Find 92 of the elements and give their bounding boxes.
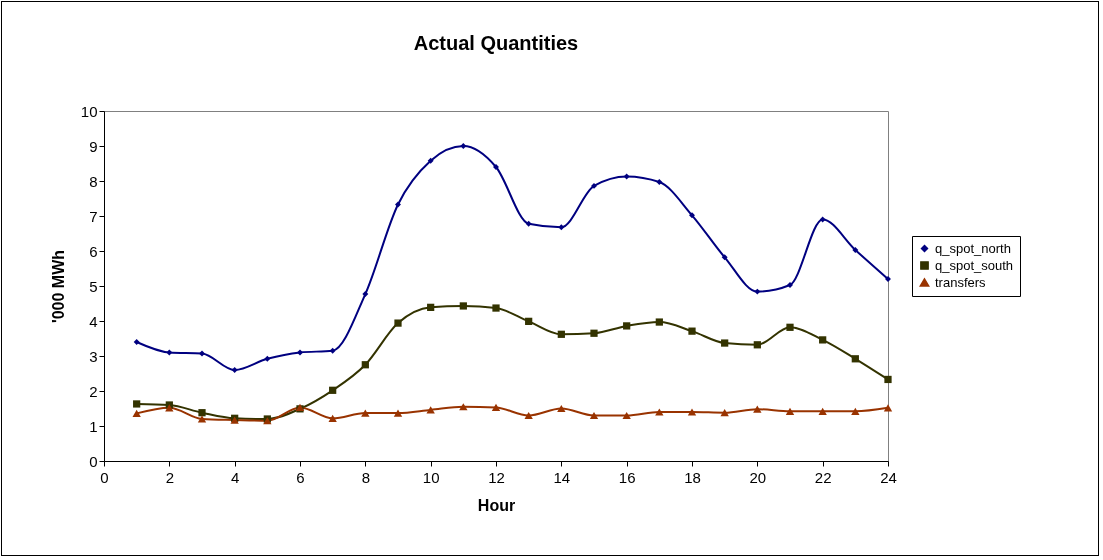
point — [689, 212, 695, 219]
point — [557, 330, 565, 338]
x-tick-label: 18 — [684, 468, 701, 486]
point — [883, 404, 893, 412]
point — [884, 375, 892, 384]
point — [819, 216, 826, 223]
x-tick-label: 24 — [880, 468, 897, 486]
point — [754, 288, 761, 295]
point — [753, 341, 761, 349]
point — [362, 291, 369, 298]
point — [557, 404, 566, 413]
point — [525, 220, 532, 227]
point — [688, 327, 696, 335]
point — [786, 323, 794, 331]
y-tick-label: 9 — [89, 137, 98, 155]
point — [852, 246, 859, 253]
point — [721, 254, 728, 261]
point — [590, 329, 598, 337]
x-tick-label: 6 — [296, 468, 305, 486]
point — [491, 403, 501, 412]
point — [753, 405, 762, 413]
point — [589, 411, 599, 420]
point — [818, 407, 827, 415]
point — [297, 349, 303, 356]
y-tick-label: 3 — [89, 347, 98, 365]
y-tick-label: 4 — [89, 312, 98, 330]
legend-label: transfers — [935, 274, 987, 290]
point — [655, 408, 664, 416]
point — [329, 386, 337, 394]
y-tick-label: 2 — [89, 382, 98, 400]
point — [427, 157, 434, 164]
chart-title: Actual Quantities — [413, 32, 579, 54]
point — [656, 179, 663, 186]
point — [787, 281, 793, 288]
point — [328, 414, 337, 422]
y-axis-title: '000 MWh — [49, 249, 67, 324]
y-tick-label: 1 — [89, 417, 98, 435]
point — [198, 409, 206, 417]
point — [166, 349, 173, 356]
x-tick-label: 8 — [361, 468, 371, 486]
legend-label: q_spot_south — [935, 257, 1014, 273]
point — [395, 201, 401, 208]
point — [525, 317, 533, 325]
point — [851, 355, 859, 363]
point — [361, 409, 370, 417]
point — [558, 224, 565, 231]
point — [459, 403, 468, 411]
x-tick-label: 22 — [814, 468, 832, 486]
point — [231, 367, 238, 373]
point — [591, 182, 597, 189]
y-tick-label: 5 — [89, 277, 98, 295]
x-tick-label: 12 — [488, 468, 505, 486]
x-axis-title: Hour — [477, 496, 516, 514]
x-tick-label: 2 — [165, 468, 175, 486]
point — [720, 409, 729, 417]
point — [655, 318, 663, 326]
point — [197, 415, 207, 423]
x-tick-label: 14 — [553, 468, 571, 486]
point — [623, 173, 630, 180]
point — [329, 347, 336, 354]
x-tick-label: 10 — [422, 468, 440, 486]
y-tick-label: 6 — [89, 242, 98, 260]
point — [721, 339, 729, 347]
point — [492, 304, 500, 312]
point — [459, 302, 467, 310]
point — [851, 407, 860, 415]
point — [687, 408, 697, 416]
point — [819, 336, 827, 344]
y-tick-label: 10 — [80, 102, 98, 120]
point — [133, 400, 141, 408]
point — [394, 319, 402, 327]
point — [460, 143, 467, 149]
x-tick-label: 20 — [749, 468, 767, 486]
x-tick-label: 4 — [230, 468, 240, 486]
point — [264, 355, 271, 362]
y-tick-label: 8 — [89, 172, 98, 190]
point — [622, 411, 631, 420]
point — [132, 409, 141, 418]
point — [426, 406, 435, 414]
point — [133, 339, 140, 345]
y-tick-label: 0 — [89, 452, 98, 470]
point — [623, 322, 631, 330]
point — [524, 411, 533, 420]
point — [785, 407, 795, 415]
x-tick-label: 16 — [618, 468, 636, 486]
legend-label: q_spot_north — [935, 240, 1011, 256]
y-tick-label: 7 — [89, 207, 98, 225]
point — [199, 350, 205, 357]
point — [427, 303, 435, 311]
point — [393, 409, 403, 417]
point — [361, 361, 369, 369]
x-tick-label: 0 — [100, 468, 109, 486]
